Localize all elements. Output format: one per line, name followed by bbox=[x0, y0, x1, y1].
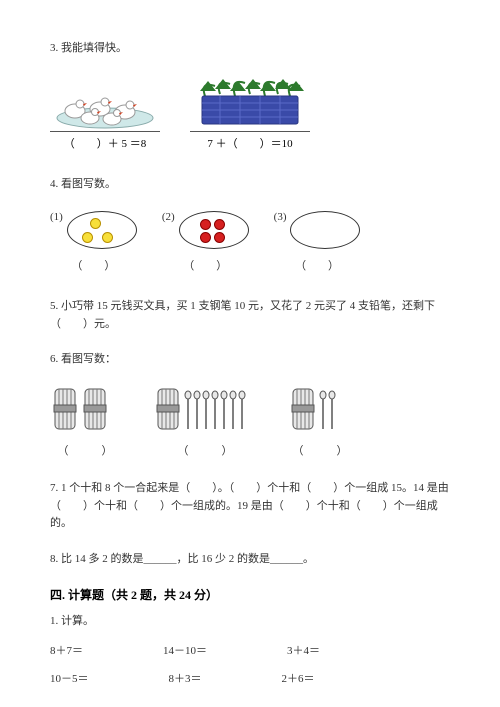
calc-row-2: 10－5＝ 8＋3＝ 2＋6＝ bbox=[50, 671, 450, 689]
q4-label-1: (1) bbox=[50, 211, 63, 223]
ducks-icon bbox=[50, 76, 160, 131]
basket-icon bbox=[190, 76, 310, 131]
q4-blank-2: （ ） bbox=[183, 257, 227, 273]
q4-title: 4. 看图写数。 bbox=[50, 176, 450, 194]
calc-row-1: 8＋7＝ 14－10＝ 3＋4＝ bbox=[50, 643, 450, 661]
q3-eq1: （ ）＋ 5 ＝8 bbox=[50, 131, 160, 151]
q3-eq2: 7 ＋（ ）＝10 bbox=[190, 131, 310, 151]
q5-text: 5. 小巧带 15 元钱买文具，买 1 支钢笔 10 元，又花了 2 元买了 4… bbox=[50, 298, 450, 333]
q6-item-2: （ ） bbox=[155, 384, 255, 458]
q4-blank-3: （ ） bbox=[295, 257, 339, 273]
sticks-icon bbox=[50, 384, 120, 434]
sticks-icon bbox=[155, 384, 255, 434]
question-8: 8. 比 14 多 2 的数是______，比 16 少 2 的数是______… bbox=[50, 551, 450, 569]
question-7: 7. 1 个十和 8 个一合起来是（ ）。（ ）个十和（ ）个一组成 15。14… bbox=[50, 480, 450, 533]
sticks-icon bbox=[290, 384, 350, 434]
q4-blank-1: （ ） bbox=[71, 257, 115, 273]
q6-item-1: （ ） bbox=[50, 384, 120, 458]
q6-title: 6. 看图写数： bbox=[50, 351, 450, 369]
q4-label-2: (2) bbox=[162, 211, 175, 223]
q6-blank-2: （ ） bbox=[178, 442, 233, 458]
section-4: 四. 计算题（共 2 题，共 24 分） 1. 计算。 8＋7＝ 14－10＝ … bbox=[50, 586, 450, 688]
q6-blank-1: （ ） bbox=[58, 442, 113, 458]
q3-title: 3. 我能填得快。 bbox=[50, 40, 450, 58]
q8-text: 8. 比 14 多 2 的数是______，比 16 少 2 的数是______… bbox=[50, 551, 450, 569]
q4-item-3: (3) （ ） bbox=[274, 211, 361, 273]
q6-item-3: （ ） bbox=[290, 384, 350, 458]
calc-item: 14－10＝ bbox=[163, 643, 207, 661]
question-6: 6. 看图写数： （ ） bbox=[50, 351, 450, 458]
q4-label-3: (3) bbox=[274, 211, 287, 223]
q3-fig1: （ ）＋ 5 ＝8 bbox=[50, 76, 160, 151]
q6-blank-3: （ ） bbox=[293, 442, 348, 458]
question-4: 4. 看图写数。 (1) （ ） (2) bbox=[50, 176, 450, 274]
calc-item: 10－5＝ bbox=[50, 671, 89, 689]
s4-q1-title: 1. 计算。 bbox=[50, 613, 450, 631]
calc-item: 3＋4＝ bbox=[287, 643, 320, 661]
q7-text: 7. 1 个十和 8 个一合起来是（ ）。（ ）个十和（ ）个一组成 15。14… bbox=[50, 480, 450, 533]
calc-item: 8＋7＝ bbox=[50, 643, 83, 661]
question-5: 5. 小巧带 15 元钱买文具，买 1 支钢笔 10 元，又花了 2 元买了 4… bbox=[50, 298, 450, 333]
section4-title: 四. 计算题（共 2 题，共 24 分） bbox=[50, 586, 450, 603]
q4-item-2: (2) （ ） bbox=[162, 211, 249, 273]
question-3: 3. 我能填得快。 （ ）＋ 5 ＝8 bbox=[50, 40, 450, 151]
calc-item: 8＋3＝ bbox=[169, 671, 202, 689]
q3-fig2: 7 ＋（ ）＝10 bbox=[190, 76, 310, 151]
q4-item-1: (1) （ ） bbox=[50, 211, 137, 273]
calc-item: 2＋6＝ bbox=[282, 671, 315, 689]
